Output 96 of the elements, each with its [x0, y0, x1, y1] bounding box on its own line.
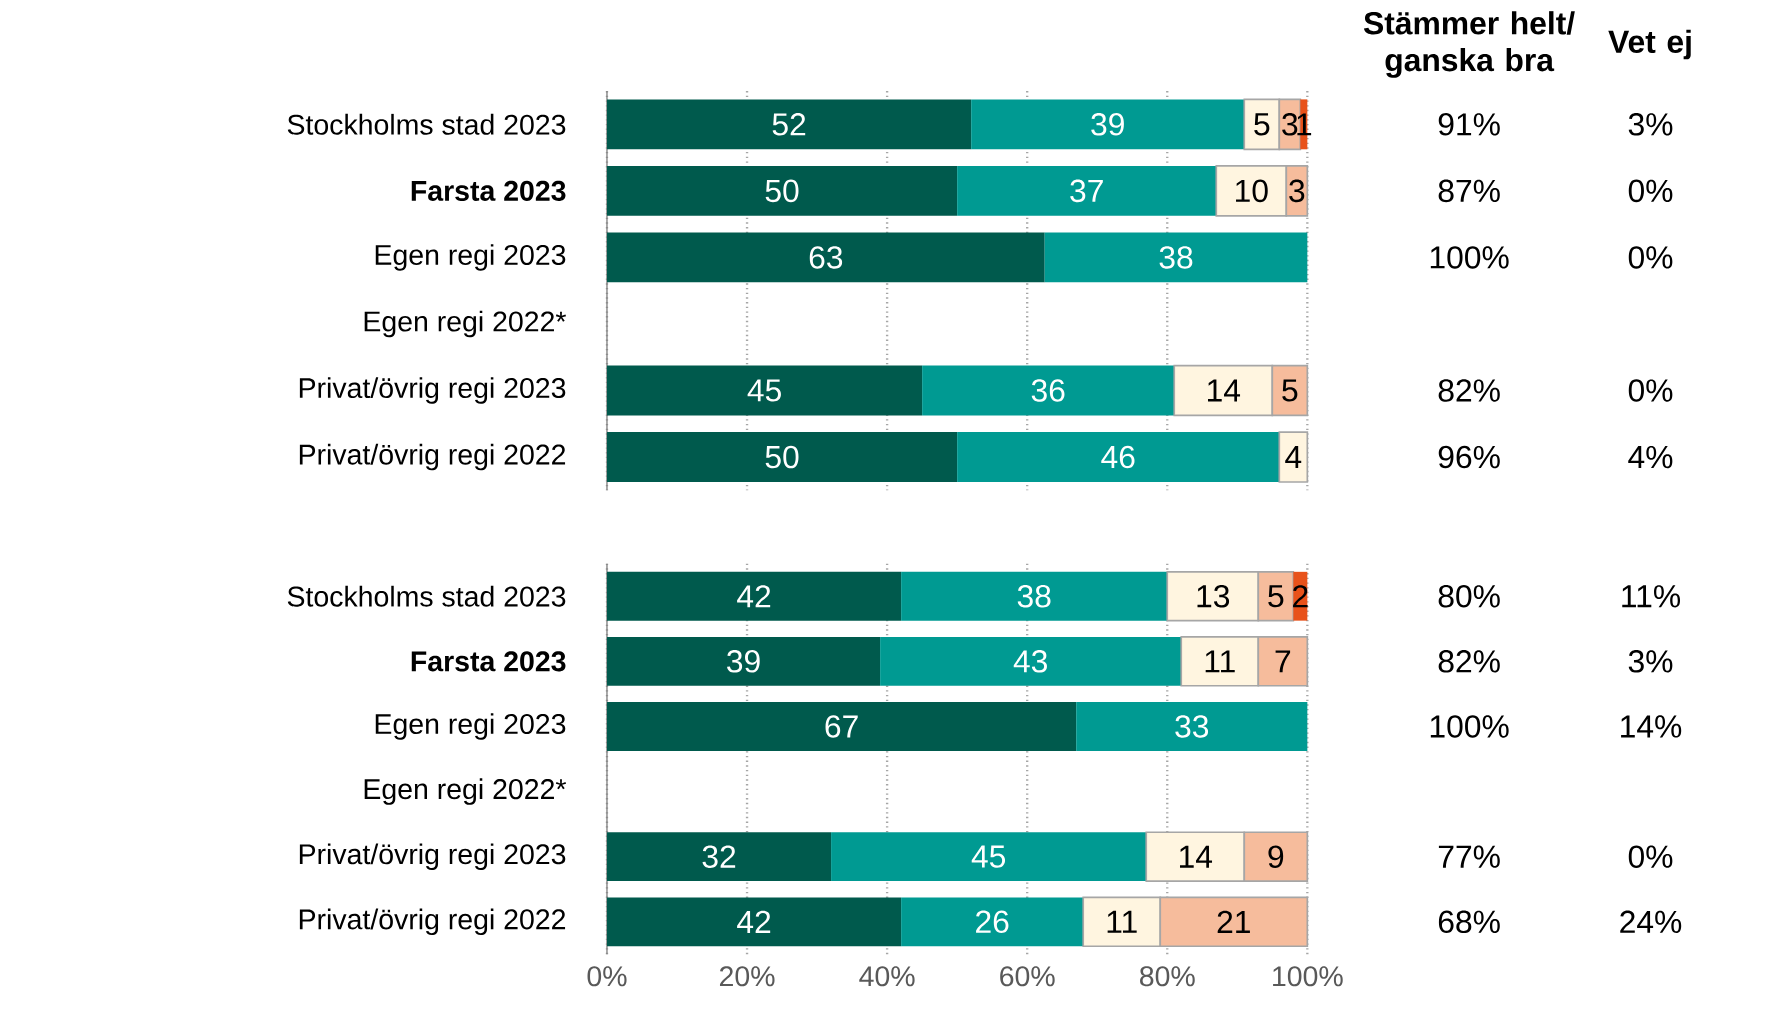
bar [922, 365, 1175, 416]
text: 0% [1628, 845, 1673, 869]
data-label: 4 [1285, 446, 1302, 469]
y-tick-label: Farsta 2023 [411, 651, 566, 672]
y-tick-label: Privat/övrig regi 2023 [299, 377, 566, 404]
y-tick-label: Egen regi 2023 [375, 713, 566, 740]
data-label: 39 [727, 650, 760, 673]
text: 96% [1438, 445, 1500, 469]
bar [1044, 232, 1308, 283]
y-tick-label: Egen regi 2022* [364, 778, 567, 806]
y-tick-label: Stockholms stad 2023 [287, 585, 566, 607]
bar [957, 432, 1280, 483]
data-label: 32 [702, 845, 736, 869]
x-tick-label: 80% [1140, 966, 1195, 987]
bar [606, 166, 958, 217]
bar [606, 432, 958, 483]
text: Vet ej [1608, 29, 1691, 60]
data-label: 50 [765, 179, 799, 203]
text: 0% [1628, 379, 1673, 402]
bar [901, 572, 1168, 621]
text: 24% [1620, 910, 1682, 934]
text: Stämmer helt/ ganska bra [1363, 11, 1575, 78]
data-label: 38 [1017, 585, 1051, 608]
text: 100% [1430, 715, 1509, 738]
text: 82% [1438, 379, 1500, 402]
text: 91% [1438, 113, 1500, 136]
data-label: 11 [1107, 911, 1137, 933]
y-tick-label: Privat/övrig regi 2023 [299, 843, 566, 871]
data-label: 45 [971, 845, 1006, 868]
data-label: 33 [1175, 715, 1209, 738]
x-tick-label: 40% [859, 966, 915, 987]
data-label: 52 [772, 113, 806, 136]
data-label: 5 [1254, 113, 1270, 136]
data-label: 42 [737, 585, 771, 608]
x-tick-label: 100% [1273, 966, 1343, 987]
bar [606, 832, 832, 882]
bar [957, 166, 1217, 217]
bar [606, 572, 902, 621]
bar [1076, 702, 1308, 752]
text: 87% [1438, 179, 1500, 203]
bar [606, 897, 902, 947]
bar [606, 99, 972, 150]
text: 80% [1438, 585, 1500, 608]
data-label: 21 [1217, 910, 1250, 934]
y-tick-label: Stockholms stad 2023 [287, 114, 566, 135]
x-tick-label: 60% [1000, 966, 1055, 987]
text: 77% [1438, 845, 1500, 869]
data-label: 39 [1091, 113, 1124, 136]
data-label: 37 [1070, 179, 1103, 203]
bar [606, 702, 1077, 752]
bar [606, 232, 1045, 283]
data-label: 50 [765, 445, 799, 469]
bar [901, 897, 1084, 947]
bar [831, 832, 1147, 882]
data-label: 13 [1197, 585, 1230, 608]
text: 100% [1430, 246, 1509, 269]
data-label: 3 [1289, 179, 1305, 203]
text: 14% [1621, 715, 1682, 738]
data-label: 14 [1208, 379, 1241, 402]
y-tick-label: Privat/övrig regi 2022 [299, 443, 566, 471]
y-tick-label: Privat/övrig regi 2022 [299, 908, 566, 936]
bar [606, 365, 923, 416]
data-label: 38 [1159, 246, 1193, 269]
y-tick-label: Farsta 2023 [411, 180, 566, 202]
data-label: 42 [737, 910, 771, 934]
data-label: 7 [1275, 650, 1291, 673]
data-label: 26 [976, 910, 1009, 934]
text: 82% [1438, 650, 1500, 673]
bar [880, 637, 1182, 686]
data-label: 5 [1282, 379, 1298, 402]
data-label: 9 [1268, 845, 1284, 869]
text: 68% [1438, 910, 1500, 934]
data-label: 3 [1282, 113, 1298, 136]
data-label: 43 [1013, 650, 1047, 673]
text: 3% [1628, 650, 1673, 673]
data-label: 2 [1293, 585, 1308, 608]
text: 3% [1628, 113, 1673, 136]
data-label: 5 [1268, 585, 1284, 608]
bar [606, 637, 881, 686]
data-label: 67 [825, 715, 858, 738]
y-tick-label: Egen regi 2022* [364, 310, 567, 338]
text: 4% [1628, 446, 1673, 469]
data-label: 14 [1180, 845, 1213, 868]
data-label: 46 [1101, 445, 1135, 469]
bar [971, 99, 1245, 150]
data-label: 63 [809, 246, 843, 269]
text: 0% [1628, 246, 1673, 269]
data-label: 10 [1236, 179, 1268, 203]
x-tick-label: 20% [719, 966, 775, 987]
data-label: 36 [1031, 379, 1065, 402]
data-label: 45 [747, 379, 781, 402]
data-label: 11 [1205, 650, 1235, 673]
x-tick-label: 0% [587, 966, 627, 987]
text: 11% [1622, 585, 1681, 608]
text: 0% [1628, 179, 1673, 203]
y-tick-label: Egen regi 2023 [375, 244, 566, 271]
